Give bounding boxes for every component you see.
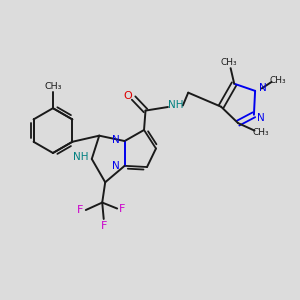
Text: N: N (112, 134, 120, 145)
Text: CH₃: CH₃ (44, 82, 62, 91)
Text: F: F (119, 203, 126, 214)
Text: NH: NH (73, 152, 88, 162)
Text: F: F (77, 205, 84, 215)
Text: CH₃: CH₃ (221, 58, 237, 67)
Text: N: N (259, 83, 266, 94)
Text: CH₃: CH₃ (253, 128, 269, 136)
Text: CH₃: CH₃ (269, 76, 286, 85)
Text: N: N (112, 161, 120, 171)
Text: F: F (100, 220, 107, 230)
Text: N: N (256, 113, 264, 123)
Text: NH: NH (168, 100, 183, 110)
Text: O: O (124, 91, 133, 101)
